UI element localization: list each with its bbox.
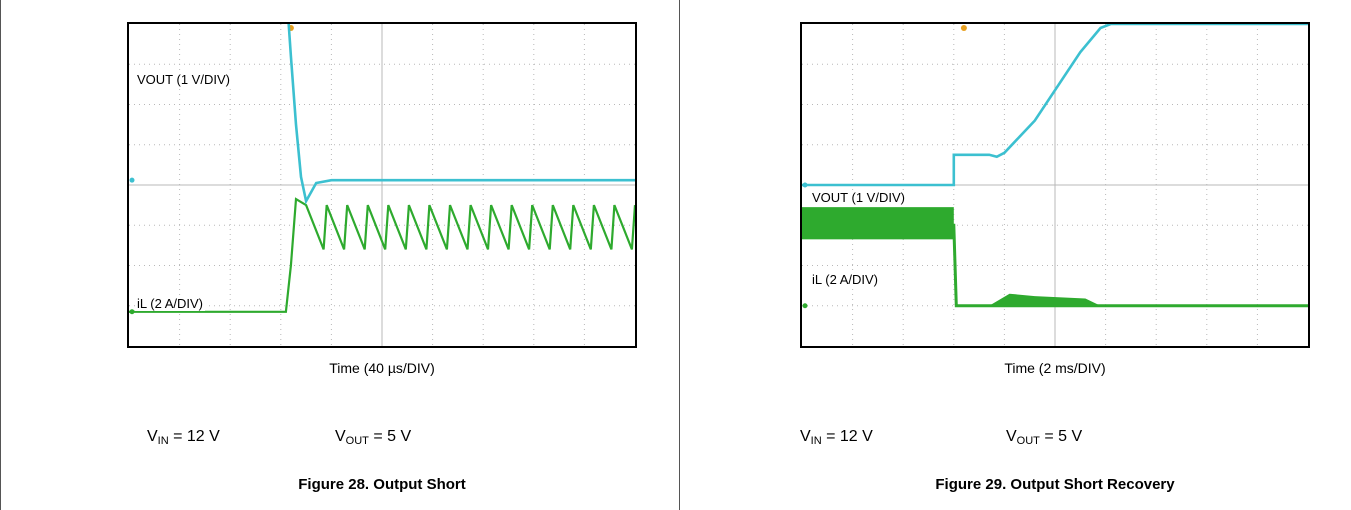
trigger-marker	[960, 25, 967, 31]
figure-caption: Figure 29. Output Short Recovery	[935, 476, 1175, 493]
scope-display-28: VOUT (1 V/DIV) iL (2 A/DIV)	[127, 22, 637, 348]
vout-trace	[802, 24, 1308, 187]
vin-condition: VIN = 12 V	[147, 428, 220, 447]
vout-condition: VOUT = 5 V	[1006, 428, 1083, 447]
figure-28-panel: VOUT (1 V/DIV) iL (2 A/DIV) Time (40 µs/…	[0, 0, 680, 510]
vin-condition: VIN = 12 V	[800, 428, 873, 447]
il-channel-marker	[129, 309, 135, 315]
il-trace-label: iL (2 A/DIV)	[810, 272, 880, 287]
time-axis-label: Time (2 ms/DIV)	[1004, 360, 1106, 376]
vout-condition: VOUT = 5 V	[335, 428, 412, 447]
vout-channel-marker	[129, 177, 135, 183]
il-recovery-bump	[989, 293, 1101, 306]
vout-trace-label: VOUT (1 V/DIV)	[135, 72, 232, 87]
figure-caption: Figure 28. Output Short	[298, 476, 466, 493]
scope-plot-29	[802, 24, 1308, 346]
il-trace	[802, 223, 1308, 308]
scope-display-29: VOUT (1 V/DIV) iL (2 A/DIV)	[800, 22, 1310, 348]
time-axis-label: Time (40 µs/DIV)	[329, 360, 435, 376]
il-trace-label: iL (2 A/DIV)	[135, 296, 205, 311]
vout-trace-label: VOUT (1 V/DIV)	[810, 190, 907, 205]
vout-trace	[287, 24, 635, 205]
il-channel-marker	[802, 303, 808, 309]
figure-29-panel: VOUT (1 V/DIV) iL (2 A/DIV) Time (2 ms/D…	[680, 0, 1351, 510]
scope-plot-28	[129, 24, 635, 346]
il-trace	[129, 197, 635, 313]
il-switching-band	[802, 207, 954, 240]
vout-channel-marker	[802, 182, 808, 188]
